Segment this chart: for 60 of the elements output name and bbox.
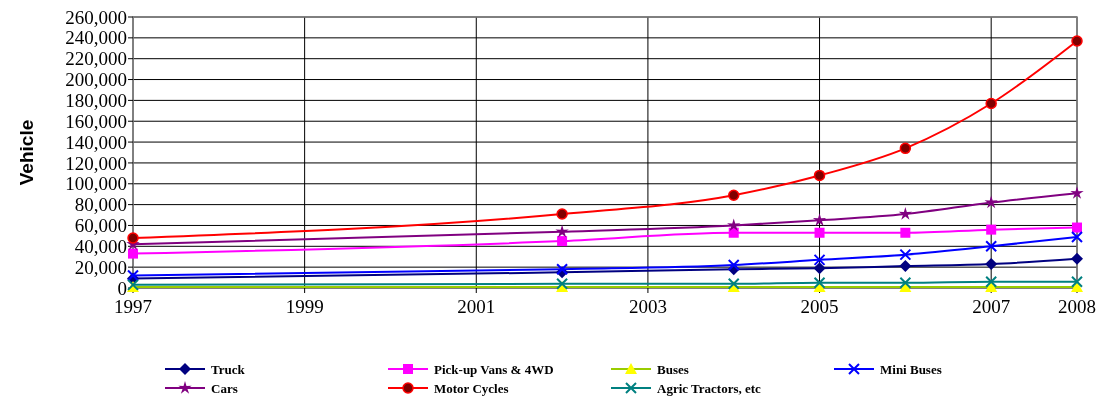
point <box>127 232 139 244</box>
y-tick-label: 80,000 <box>74 194 127 216</box>
point <box>813 262 826 275</box>
point <box>900 227 911 238</box>
point <box>727 259 740 272</box>
point <box>556 208 568 220</box>
x-tick-label: 2007 <box>972 295 1011 317</box>
point <box>812 213 827 226</box>
x-tick-label: 1999 <box>285 295 324 317</box>
point <box>557 236 568 247</box>
point <box>1071 230 1083 243</box>
point <box>899 142 912 155</box>
legend-label: Motor Cycles <box>434 380 509 396</box>
legend-label: Truck <box>211 361 246 377</box>
point <box>1072 222 1082 233</box>
y-tick-label: 120,000 <box>65 152 127 174</box>
point <box>985 97 997 110</box>
y-tick-label: 20,000 <box>74 256 127 278</box>
point <box>1071 275 1083 288</box>
point <box>898 207 913 220</box>
y-tick-label: 160,000 <box>65 110 127 132</box>
point <box>899 260 912 273</box>
point <box>728 227 739 238</box>
y-tick-label: 180,000 <box>65 90 127 112</box>
x-tick-label: 2008 <box>1058 295 1096 317</box>
x-tick-label: 2001 <box>457 295 496 317</box>
point <box>128 248 138 259</box>
legend-label: Mini Buses <box>880 361 942 377</box>
point <box>727 218 741 232</box>
y-tick-label: 200,000 <box>65 69 127 91</box>
x-tick-label: 2005 <box>800 295 839 317</box>
legend-label: Buses <box>657 361 689 377</box>
point <box>813 276 826 289</box>
y-tick-label: 220,000 <box>65 48 127 70</box>
legend-label: Agric Tractors, etc <box>657 380 762 396</box>
y-tick-label: 140,000 <box>65 131 127 153</box>
x-tick-label: 2003 <box>628 295 667 317</box>
point <box>555 224 569 238</box>
y-tick-label: 40,000 <box>74 235 127 257</box>
point <box>899 276 912 289</box>
y-tick-label: 60,000 <box>74 215 127 237</box>
y-tick-label: 240,000 <box>65 27 127 49</box>
y-axis-title: Vehicle <box>15 119 37 186</box>
y-tick-label: 260,000 <box>65 6 127 28</box>
point <box>986 224 997 235</box>
point <box>985 240 998 253</box>
point <box>1070 186 1084 199</box>
legend-label: Pick-up Vans & 4WD <box>434 361 554 377</box>
y-tick-label: 100,000 <box>65 173 127 195</box>
point <box>985 275 998 288</box>
point <box>985 258 998 271</box>
point <box>899 248 912 261</box>
point <box>813 169 826 182</box>
point <box>814 227 825 238</box>
point <box>1071 35 1083 47</box>
point <box>1071 252 1083 265</box>
point <box>727 189 740 201</box>
legend-label: Cars <box>211 380 238 396</box>
point <box>984 195 998 209</box>
point <box>813 253 826 266</box>
